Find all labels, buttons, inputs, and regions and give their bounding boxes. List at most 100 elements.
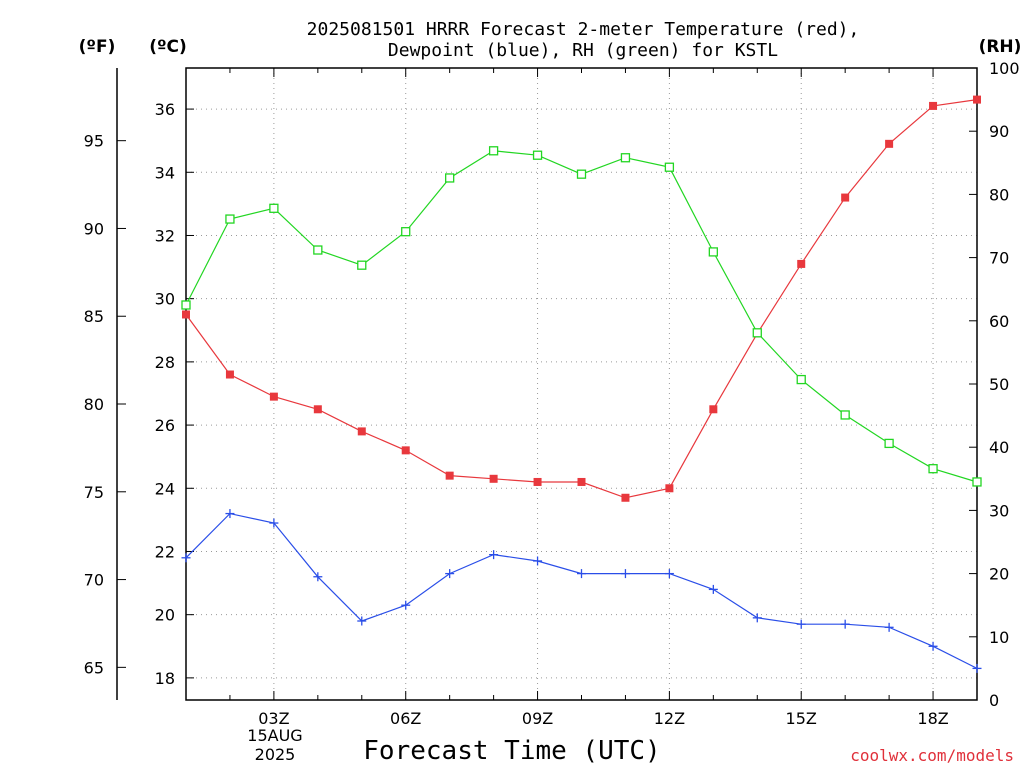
temperature-point — [709, 405, 718, 414]
celsius-tick-label: 18 — [155, 669, 175, 688]
fahrenheit-tick-label: 80 — [84, 395, 104, 414]
dewpoint-point — [269, 518, 279, 528]
rh-tick-label: 100 — [989, 59, 1020, 78]
fahrenheit-tick-label: 75 — [84, 483, 104, 502]
rh-tick-label: 10 — [989, 628, 1009, 647]
rh-point — [357, 260, 367, 270]
celsius-tick-label: 28 — [155, 353, 175, 372]
x-tick-label: 03Z — [258, 709, 289, 728]
dewpoint-point — [533, 556, 543, 566]
x-tick-label: 18Z — [917, 709, 948, 728]
fahrenheit-tick-label: 65 — [84, 658, 104, 677]
temperature-point — [621, 493, 630, 502]
dewpoint-point — [928, 641, 938, 651]
rh-point — [313, 245, 323, 255]
temperature-point — [929, 101, 938, 110]
x-tick-label: 12Z — [654, 709, 685, 728]
rh-point — [752, 328, 762, 338]
rh-point — [445, 173, 455, 183]
temperature-point — [533, 477, 542, 486]
celsius-tick-label: 20 — [155, 606, 175, 625]
rh-point — [576, 169, 587, 179]
rh-tick-label: 90 — [989, 122, 1009, 141]
celsius-tick-label: 36 — [155, 100, 175, 119]
dewpoint-point — [577, 569, 586, 579]
grid-lines — [186, 68, 977, 700]
fahrenheit-tick-label: 90 — [84, 219, 104, 238]
rh-tick-label: 20 — [989, 565, 1009, 584]
date-label-day: 15AUG — [247, 726, 302, 745]
temperature-point — [225, 370, 234, 379]
temperature-point — [269, 392, 278, 401]
dewpoint-point — [796, 619, 806, 629]
temperature-point — [489, 474, 498, 483]
dewpoint-point — [840, 619, 850, 629]
rh-point — [928, 464, 938, 474]
celsius-tick-label: 26 — [155, 416, 175, 435]
temperature-point — [577, 477, 586, 486]
celsius-tick-label: 30 — [155, 290, 175, 309]
rh-tick-label: 0 — [989, 691, 999, 710]
credit-label: coolwx.com/models — [850, 746, 1014, 765]
dewpoint-point — [401, 600, 411, 610]
dewpoint-point — [752, 613, 762, 623]
chart-title-line-2: Dewpoint (blue), RH (green) for KSTL — [388, 40, 778, 61]
rh-tick-label: 40 — [989, 438, 1009, 457]
rh-tick-label: 30 — [989, 501, 1009, 520]
dewpoint-point — [313, 572, 323, 582]
rh-point — [884, 438, 894, 449]
rh-tick-label: 70 — [989, 249, 1009, 268]
rh-point — [840, 410, 850, 420]
plot-frame — [185, 67, 978, 701]
temperature-point — [182, 310, 190, 319]
dewpoint-point — [489, 550, 499, 560]
rh-point — [225, 214, 235, 224]
celsius-unit-label: (ºC) — [149, 37, 187, 57]
rh-unit-label: (RH) — [979, 37, 1022, 57]
rh-point — [532, 150, 543, 160]
date-label-year: 2025 — [255, 745, 296, 764]
celsius-tick-label: 22 — [155, 542, 175, 561]
temperature-point — [973, 95, 981, 104]
rh-point — [972, 477, 982, 487]
dewpoint-point — [181, 553, 191, 563]
rh-point — [181, 300, 191, 310]
x-tick-label: 09Z — [522, 709, 553, 728]
rh-tick-label: 60 — [989, 312, 1009, 331]
rh-point — [664, 162, 675, 172]
temperature-point — [797, 259, 806, 268]
rh-tick-label: 50 — [989, 375, 1009, 394]
temperature-point — [401, 446, 410, 455]
celsius-tick-label: 34 — [155, 163, 175, 182]
fahrenheit-tick-label: 85 — [84, 307, 104, 326]
rh-point — [708, 247, 718, 257]
temperature-point — [841, 193, 850, 202]
fahrenheit-tick-label: 70 — [84, 571, 104, 590]
temperature-point — [313, 405, 322, 414]
fahrenheit-unit-label: (ºF) — [79, 37, 116, 57]
celsius-tick-label: 24 — [155, 479, 175, 498]
rh-point — [269, 203, 279, 213]
celsius-tick-label: 32 — [155, 226, 175, 245]
dewpoint-point — [972, 663, 982, 673]
rh-point — [620, 153, 631, 163]
temperature-point — [445, 471, 454, 480]
data-series — [181, 95, 982, 673]
rh-point — [796, 374, 806, 385]
fahrenheit-tick-label: 95 — [84, 132, 104, 151]
temperature-point — [665, 484, 674, 493]
dewpoint-point — [357, 616, 367, 626]
dewpoint-point — [445, 569, 455, 579]
chart-title-line-1: 2025081501 HRRR Forecast 2-meter Tempera… — [307, 19, 860, 40]
dewpoint-point — [708, 584, 718, 594]
rh-line — [185, 150, 978, 483]
dewpoint-point — [225, 509, 235, 519]
dewpoint-point — [664, 569, 674, 579]
x-tick-label: 06Z — [390, 709, 421, 728]
temperature-point — [885, 139, 894, 148]
rh-point — [488, 146, 499, 156]
x-tick-label: 15Z — [786, 709, 817, 728]
temperature-point — [357, 427, 366, 436]
rh-point — [401, 227, 411, 237]
